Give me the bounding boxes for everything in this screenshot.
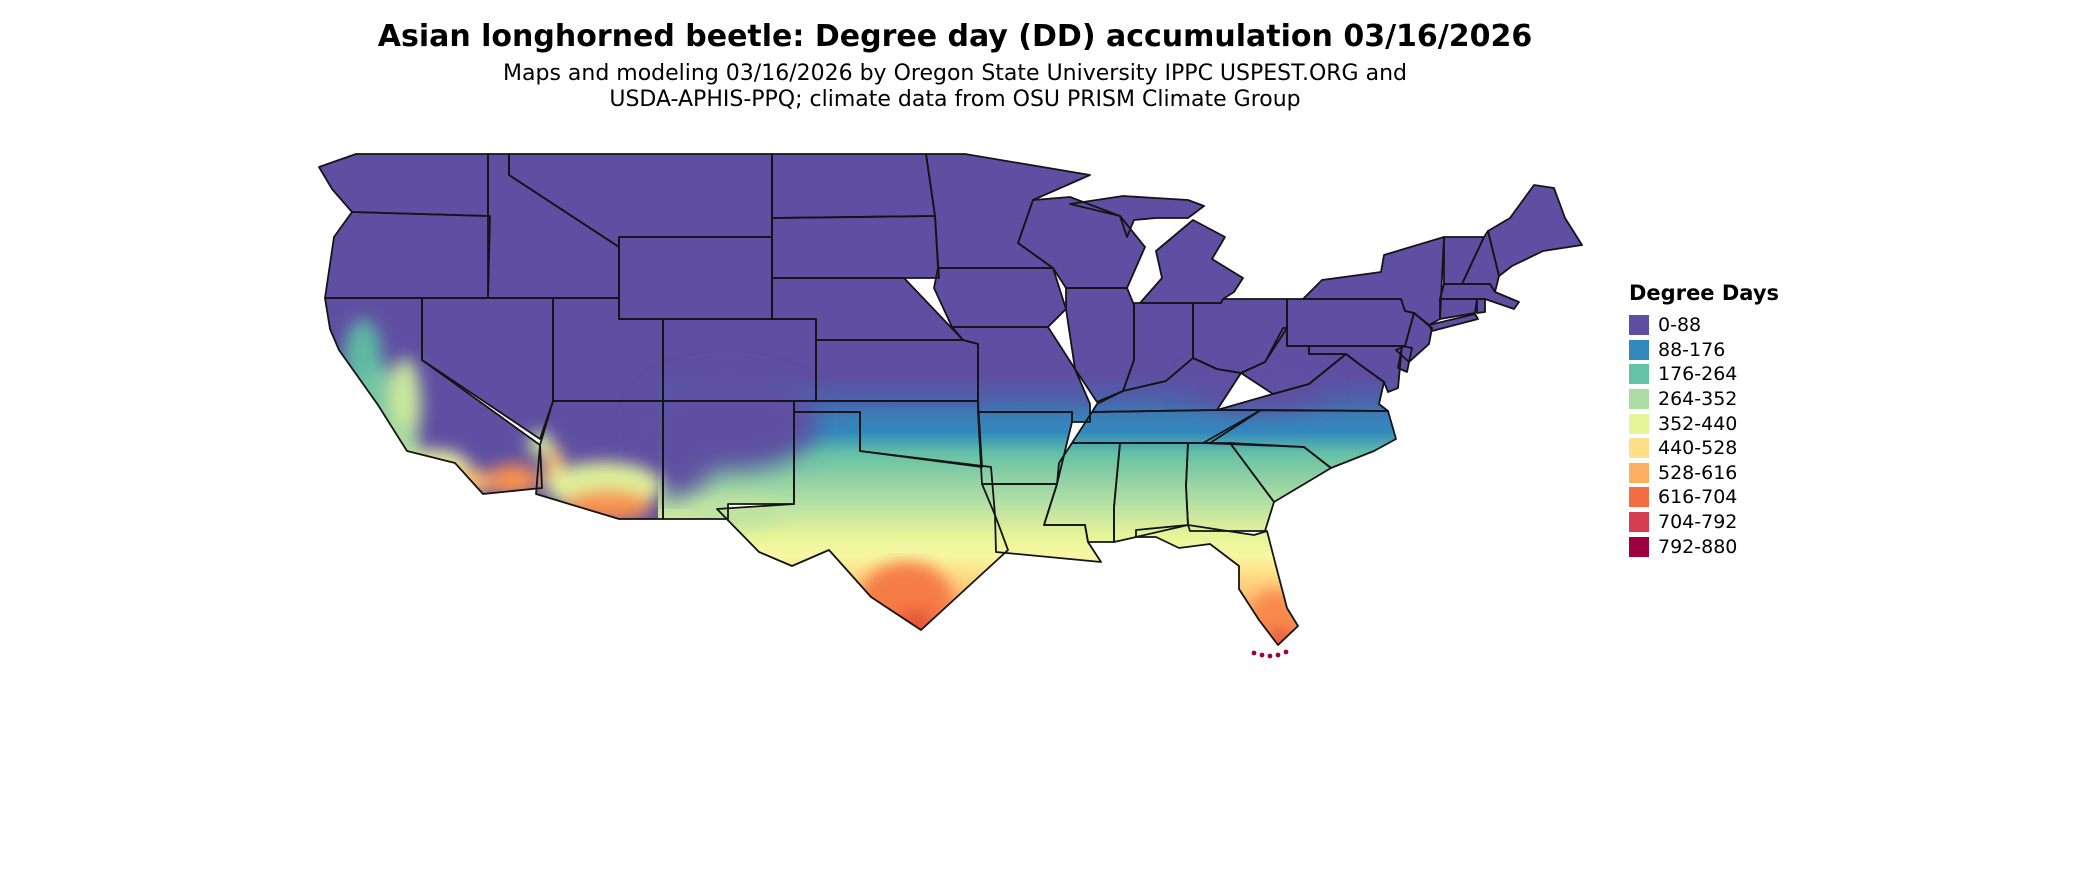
state-ky	[1091, 357, 1242, 413]
legend-swatch	[1629, 413, 1649, 434]
map-subtitle-line1: Maps and modeling 03/16/2026 by Oregon S…	[503, 61, 1407, 86]
legend-entry: 264-352	[1629, 387, 1779, 412]
legend-swatch	[1629, 438, 1649, 459]
legend-entry-label: 264-352	[1658, 388, 1738, 411]
legend-entry-label: 528-616	[1658, 461, 1738, 484]
legend-swatch	[1629, 364, 1649, 385]
state-md	[1308, 345, 1403, 393]
state-fl	[1135, 524, 1299, 646]
us-degree-day-map	[318, 153, 1583, 659]
legend-swatch	[1629, 487, 1649, 508]
state-nj	[1395, 312, 1433, 363]
legend-swatch	[1629, 512, 1649, 533]
state-de	[1397, 345, 1413, 373]
legend-entry: 0-88	[1629, 313, 1779, 338]
map-subtitle: Maps and modeling 03/16/2026 by Oregon S…	[0, 61, 1910, 113]
legend-entry: 176-264	[1629, 362, 1779, 387]
legend-swatch	[1629, 389, 1649, 410]
legend-entry-label: 0-88	[1658, 314, 1702, 337]
legend-swatch	[1629, 462, 1649, 483]
map-hot-spot-overlays	[858, 562, 1298, 645]
legend-entry: 88-176	[1629, 338, 1779, 363]
legend-swatch	[1629, 339, 1649, 360]
state-tx	[716, 411, 1009, 631]
map-subtitle-line2: USDA-APHIS-PPQ; climate data from OSU PR…	[609, 87, 1301, 112]
legend-entry: 440-528	[1629, 436, 1779, 461]
legend-entry: 616-704	[1629, 485, 1779, 510]
legend-entry-label: 88-176	[1658, 338, 1726, 361]
legend-entry: 528-616	[1629, 461, 1779, 486]
legend-swatch	[1629, 536, 1649, 557]
state-nc	[1202, 409, 1397, 469]
legend-entry-label: 176-264	[1658, 363, 1738, 386]
state-sd	[771, 215, 940, 279]
state-me	[1487, 184, 1583, 277]
state-mi_up	[1069, 195, 1205, 238]
legend-entry-label: 440-528	[1658, 437, 1738, 460]
legend-entry-label: 616-704	[1658, 486, 1738, 509]
legend: Degree Days 0-88 88-176 176-264 264-352 …	[1629, 281, 1779, 559]
florida-keys-dots	[1251, 649, 1289, 659]
legend-entry-label: 792-880	[1658, 535, 1738, 558]
legend-entry-label: 352-440	[1658, 412, 1738, 435]
state-tn	[1071, 409, 1262, 444]
legend-title: Degree Days	[1629, 281, 1780, 305]
legend-swatch	[1629, 315, 1649, 336]
state-borders	[318, 153, 1583, 646]
legend-entry: 792-880	[1629, 534, 1779, 559]
map-title: Asian longhorned beetle: Degree day (DD)…	[377, 19, 1533, 54]
state-li	[1428, 313, 1479, 332]
legend-entry: 352-440	[1629, 411, 1779, 436]
legend-entry-label: 704-792	[1658, 511, 1738, 534]
legend-entry: 704-792	[1629, 510, 1779, 535]
